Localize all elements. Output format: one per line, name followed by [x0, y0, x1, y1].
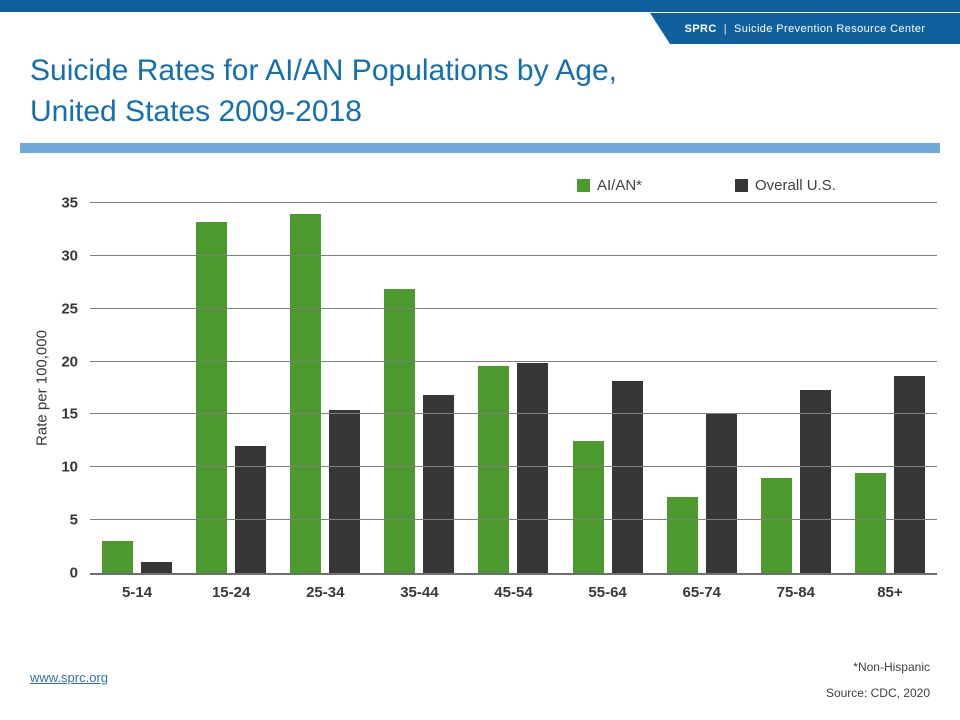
- gridline: [90, 413, 937, 415]
- bar-group-25-34: [278, 203, 372, 573]
- bar-overall-u-s-55-64: [611, 380, 643, 573]
- x-tick-label-85+: 85+: [877, 584, 903, 601]
- bar-ai-an-25-34: [290, 213, 322, 573]
- header-top-strip: [0, 0, 960, 12]
- y-tick-label: 10: [61, 458, 78, 476]
- gridline: [90, 360, 937, 362]
- bar-overall-u-s-35-44: [423, 395, 455, 573]
- bar-ai-an-45-54: [478, 365, 510, 573]
- y-tick-label: 25: [61, 300, 78, 318]
- slide-title-line1: Suicide Rates for AI/AN Populations by A…: [30, 54, 618, 87]
- y-axis-labels: 0 5 10 15 20 25 30 35: [0, 196, 78, 581]
- x-tick-label-5-14: 5-14: [122, 584, 153, 601]
- bar-overall-u-s-85+: [893, 376, 925, 573]
- bar-groups: [90, 203, 937, 573]
- header-brand-block: SPRC | Suicide Prevention Resource Cente…: [650, 13, 960, 44]
- bar-ai-an-65-74: [666, 496, 698, 573]
- x-tick-label-35-44: 35-44: [400, 584, 439, 601]
- gridline: [90, 466, 937, 468]
- footnote-non-hispanic: *Non-Hispanic: [853, 660, 930, 674]
- bar-overall-u-s-15-24: [235, 446, 267, 573]
- title-divider-bar: [20, 143, 940, 153]
- x-tick-label-75-84: 75-84: [776, 584, 815, 601]
- y-tick-label: 15: [61, 405, 78, 423]
- bar-ai-an-35-44: [384, 288, 416, 573]
- y-tick-label: 20: [61, 353, 78, 371]
- bar-group-85+: [843, 203, 937, 573]
- x-tick-label-25-34: 25-34: [306, 584, 345, 601]
- y-tick-label: 30: [61, 247, 78, 265]
- slide-title-line2: United States 2009-2018: [30, 95, 362, 128]
- bar-group-15-24: [184, 203, 278, 573]
- legend-swatch-icon: [735, 179, 749, 192]
- bar-group-65-74: [655, 203, 749, 573]
- brand-separator: |: [723, 22, 727, 35]
- legend-label: AI/AN*: [597, 177, 643, 194]
- bar-group-55-64: [561, 203, 655, 573]
- y-tick-label: 0: [69, 564, 78, 582]
- slide-title: Suicide Rates for AI/AN Populations by A…: [30, 50, 617, 132]
- footnote-source: Source: CDC, 2020: [825, 686, 930, 700]
- legend-swatch-icon: [577, 179, 590, 192]
- y-tick-label: 5: [69, 511, 78, 529]
- bar-ai-an-15-24: [196, 222, 228, 573]
- gridline: [90, 254, 937, 256]
- bar-group-45-54: [466, 203, 560, 573]
- brand-abbrev: SPRC: [684, 22, 717, 35]
- bar-ai-an-5-14: [102, 541, 134, 573]
- x-axis-labels: 5-14 15-24 25-34 35-44 45-54 55-64 65-74 75-84 8…: [90, 584, 937, 601]
- bar-ai-an-55-64: [572, 440, 604, 573]
- bar-group-35-44: [372, 203, 466, 573]
- footer-website-link[interactable]: www.sprc.org: [30, 670, 109, 685]
- bar-overall-u-s-75-84: [799, 390, 831, 573]
- x-tick-label-65-74: 65-74: [682, 584, 721, 601]
- x-tick-label-45-54: 45-54: [494, 584, 533, 601]
- bar-ai-an-75-84: [760, 477, 792, 573]
- gridline: [90, 202, 937, 203]
- x-tick-label-55-64: 55-64: [588, 584, 627, 601]
- bar-group-75-84: [749, 203, 843, 573]
- legend-label: Overall U.S.: [755, 177, 836, 194]
- gridline: [90, 519, 937, 521]
- gridline: [90, 307, 937, 309]
- y-tick-label: 35: [61, 194, 78, 212]
- brand-org-name: Suicide Prevention Resource Center: [733, 22, 926, 35]
- chart-legend: AI/AN* Overall U.S.: [577, 177, 836, 194]
- bar-overall-u-s-5-14: [141, 562, 173, 573]
- y-axis-title: Rate per 100,000: [33, 330, 51, 446]
- x-tick-label-15-24: 15-24: [211, 584, 251, 601]
- legend-item-ai-an: AI/AN*: [577, 177, 642, 194]
- bar-overall-u-s-65-74: [705, 414, 737, 573]
- bar-group-5-14: [90, 203, 184, 573]
- bar-overall-u-s-45-54: [517, 362, 549, 573]
- legend-item-overall-u-s: Overall U.S.: [735, 177, 836, 194]
- bar-ai-an-85+: [854, 472, 886, 573]
- bar-overall-u-s-25-34: [329, 410, 361, 573]
- plot-area: [90, 202, 937, 575]
